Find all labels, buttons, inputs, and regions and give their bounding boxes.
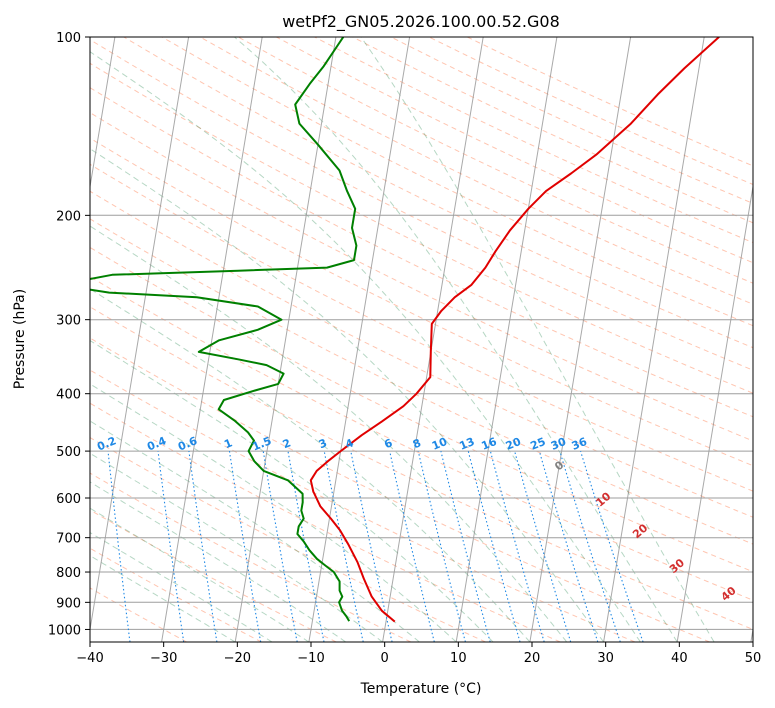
isotherm-line <box>161 37 263 642</box>
chart-title: wetPf2_GN05.2026.100.00.52.G08 <box>282 12 560 32</box>
isotherm-line <box>234 37 337 642</box>
y-tick-label: 800 <box>56 566 81 581</box>
moist-adiabat-line <box>90 481 346 642</box>
isotherm-line <box>90 37 116 190</box>
dry-adiabat-line <box>90 163 753 492</box>
moist-adiabat-line <box>90 148 604 642</box>
x-tick-label: −30 <box>150 651 177 666</box>
mixing-ratio-label: 3 <box>317 436 329 451</box>
plot-background-lines <box>90 37 753 642</box>
x-tick-label: 20 <box>524 651 541 666</box>
x-tick-label: −10 <box>297 651 324 666</box>
plot-frame <box>89 36 754 643</box>
mixing-ratio-label: 16 <box>480 435 499 453</box>
mixing-ratio-label: 25 <box>528 435 547 453</box>
dry-adiabat-line <box>199 37 753 305</box>
mixing-ratio-line <box>157 451 185 642</box>
moist-adiabat-line <box>90 51 641 642</box>
temperature-profile-line <box>309 37 720 623</box>
mixing-ratio-line <box>323 450 364 642</box>
isotherm-line <box>308 37 411 642</box>
dry-adiabat-line <box>90 190 753 518</box>
moist-adiabat-line <box>360 37 715 642</box>
moist-adiabat-line <box>90 383 457 642</box>
x-tick-label: −20 <box>224 651 251 666</box>
moist-adiabat-line <box>90 225 568 642</box>
moist-adiabat-line <box>234 37 678 642</box>
x-axis-label: Temperature (°C) <box>360 681 482 697</box>
dry-adiabat-line <box>90 337 710 642</box>
moist-adiabat-line <box>90 339 494 642</box>
y-tick-label: 200 <box>56 209 81 224</box>
dry-adiabat-line <box>90 137 753 467</box>
mixing-ratio-line <box>417 450 466 642</box>
x-tick-label: 10 <box>450 651 467 666</box>
mixing-ratio-label: 2 <box>281 436 293 451</box>
x-tick-label: 50 <box>745 651 762 666</box>
mixing-ratio-label: 20 <box>504 435 523 453</box>
dry-adiabat-line <box>90 509 337 642</box>
mixing-ratio-line <box>559 450 621 642</box>
dry-adiabat-line <box>123 37 753 349</box>
moist-adiabat-line <box>90 555 236 642</box>
axes: −40 −30 −20 −10 0 10 20 30 40 50 100 200 300 400 500 60… <box>48 31 761 666</box>
x-tick-label: 40 <box>671 651 688 666</box>
isotherm-line <box>676 183 753 642</box>
y-tick-label: 900 <box>56 596 81 611</box>
y-tick-label: 400 <box>56 388 81 403</box>
mixing-ratio-label: 10 <box>430 435 449 453</box>
mixing-ratio-label: 8 <box>411 436 423 451</box>
mixing-ratio-line <box>107 451 131 642</box>
y-tick-label: 300 <box>56 314 81 329</box>
isotherm-line <box>603 37 705 642</box>
dewpoint-profile-line <box>90 37 358 622</box>
mixing-ratio-line <box>350 450 393 642</box>
mixing-ratio-line <box>467 450 521 642</box>
mixing-ratio-line <box>538 450 599 642</box>
moist-adiabat-line <box>90 452 383 642</box>
isotherm-line <box>455 37 558 642</box>
plot-series <box>90 37 720 623</box>
mixing-ratio-line <box>580 450 644 642</box>
mixing-ratio-line <box>389 450 435 642</box>
dry-adiabat-line <box>90 402 561 642</box>
mixing-ratio-label: 1 <box>222 436 234 451</box>
x-tick-label: 0 <box>381 651 389 666</box>
mixing-ratio-line <box>287 451 325 642</box>
y-axis-label: Pressure (hPa) <box>12 289 28 389</box>
isotherm-line <box>382 37 484 642</box>
y-tick-label: 700 <box>56 532 81 547</box>
y-tick-label: 1000 <box>48 623 81 638</box>
mixing-ratio-line <box>440 450 491 642</box>
dry-adiabat-line <box>90 276 753 601</box>
dry-adiabat-line <box>90 39 753 371</box>
x-tick-label: 30 <box>597 651 614 666</box>
mixing-ratio-line <box>188 451 218 642</box>
isotherm-line <box>90 37 190 633</box>
x-tick-label: −40 <box>76 651 103 666</box>
y-tick-label: 100 <box>56 31 81 46</box>
dry-adiabat-line <box>90 306 753 630</box>
dry-adiabat-line <box>90 87 753 418</box>
mixing-ratio-line <box>514 450 572 642</box>
mixing-ratio-label: 13 <box>457 435 476 453</box>
mixing-ratio-label: 30 <box>549 435 568 453</box>
mixing-ratio-label: 36 <box>570 435 589 453</box>
y-tick-label: 600 <box>56 492 81 507</box>
moist-adiabat-line <box>90 531 273 642</box>
moist-adiabat-line <box>90 420 420 642</box>
y-tick-label: 500 <box>56 445 81 460</box>
dry-adiabat-line <box>90 437 486 642</box>
mixing-ratio-line <box>489 450 545 642</box>
